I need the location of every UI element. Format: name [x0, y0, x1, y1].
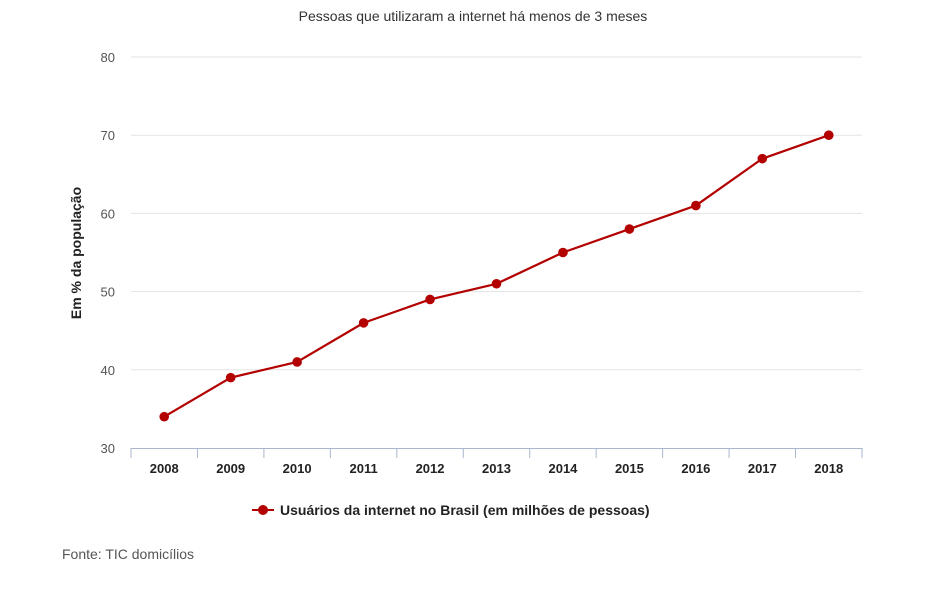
- legend[interactable]: Usuários da internet no Brasil (em milhõ…: [252, 502, 650, 518]
- source-note: Fonte: TIC domicílios: [62, 546, 195, 562]
- chart-title: Pessoas que utilizaram a internet há men…: [299, 8, 648, 24]
- x-tick-label-2018: 2018: [814, 461, 843, 476]
- data-point-2013: [491, 278, 502, 289]
- x-tick-label-2014: 2014: [548, 461, 578, 476]
- y-tick-label-70: 70: [101, 128, 115, 143]
- data-point-2012: [425, 294, 435, 305]
- data-point-2009: [225, 372, 236, 383]
- x-axis: 2008 2009 2010 2011 2012 2013 2014 2015 2016 2017…: [130, 448, 863, 476]
- x-tick-label-2016: 2016: [681, 461, 710, 476]
- x-tick-label-2011: 2011: [349, 461, 377, 476]
- series-group: [159, 130, 834, 422]
- data-point-2014: [558, 247, 568, 258]
- y-tick-label-50: 50: [101, 285, 115, 300]
- x-tick-label-2008: 2008: [150, 461, 179, 476]
- legend-label: Usuários da internet no Brasil (em milhõ…: [280, 502, 650, 518]
- x-tick-label-2010: 2010: [283, 461, 312, 476]
- data-point-2008: [159, 411, 170, 422]
- grid: [131, 56, 862, 371]
- y-axis-label: Em % da população: [68, 187, 84, 319]
- y-tick-label-60: 60: [101, 206, 115, 221]
- series-line-0: [163, 134, 830, 418]
- x-tick-label-2009: 2009: [216, 461, 245, 476]
- data-point-2016: [691, 200, 701, 211]
- y-tick-label-80: 80: [101, 50, 115, 65]
- y-tick-label-40: 40: [101, 363, 115, 378]
- data-point-2018: [823, 130, 834, 140]
- y-axis-ticks: 30 40 50 60 70 80: [101, 50, 115, 456]
- y-tick-label-30: 30: [101, 441, 115, 456]
- data-point-2015: [624, 224, 635, 234]
- x-tick-label-2017: 2017: [748, 461, 777, 476]
- x-tick-label-2012: 2012: [416, 461, 445, 476]
- x-tick-label-2013: 2013: [482, 461, 511, 476]
- data-point-2010: [292, 357, 302, 367]
- data-point-2011: [358, 318, 369, 328]
- data-point-2017: [757, 153, 768, 164]
- x-tick-label-2015: 2015: [615, 461, 644, 476]
- legend-dot-marker: [258, 505, 268, 515]
